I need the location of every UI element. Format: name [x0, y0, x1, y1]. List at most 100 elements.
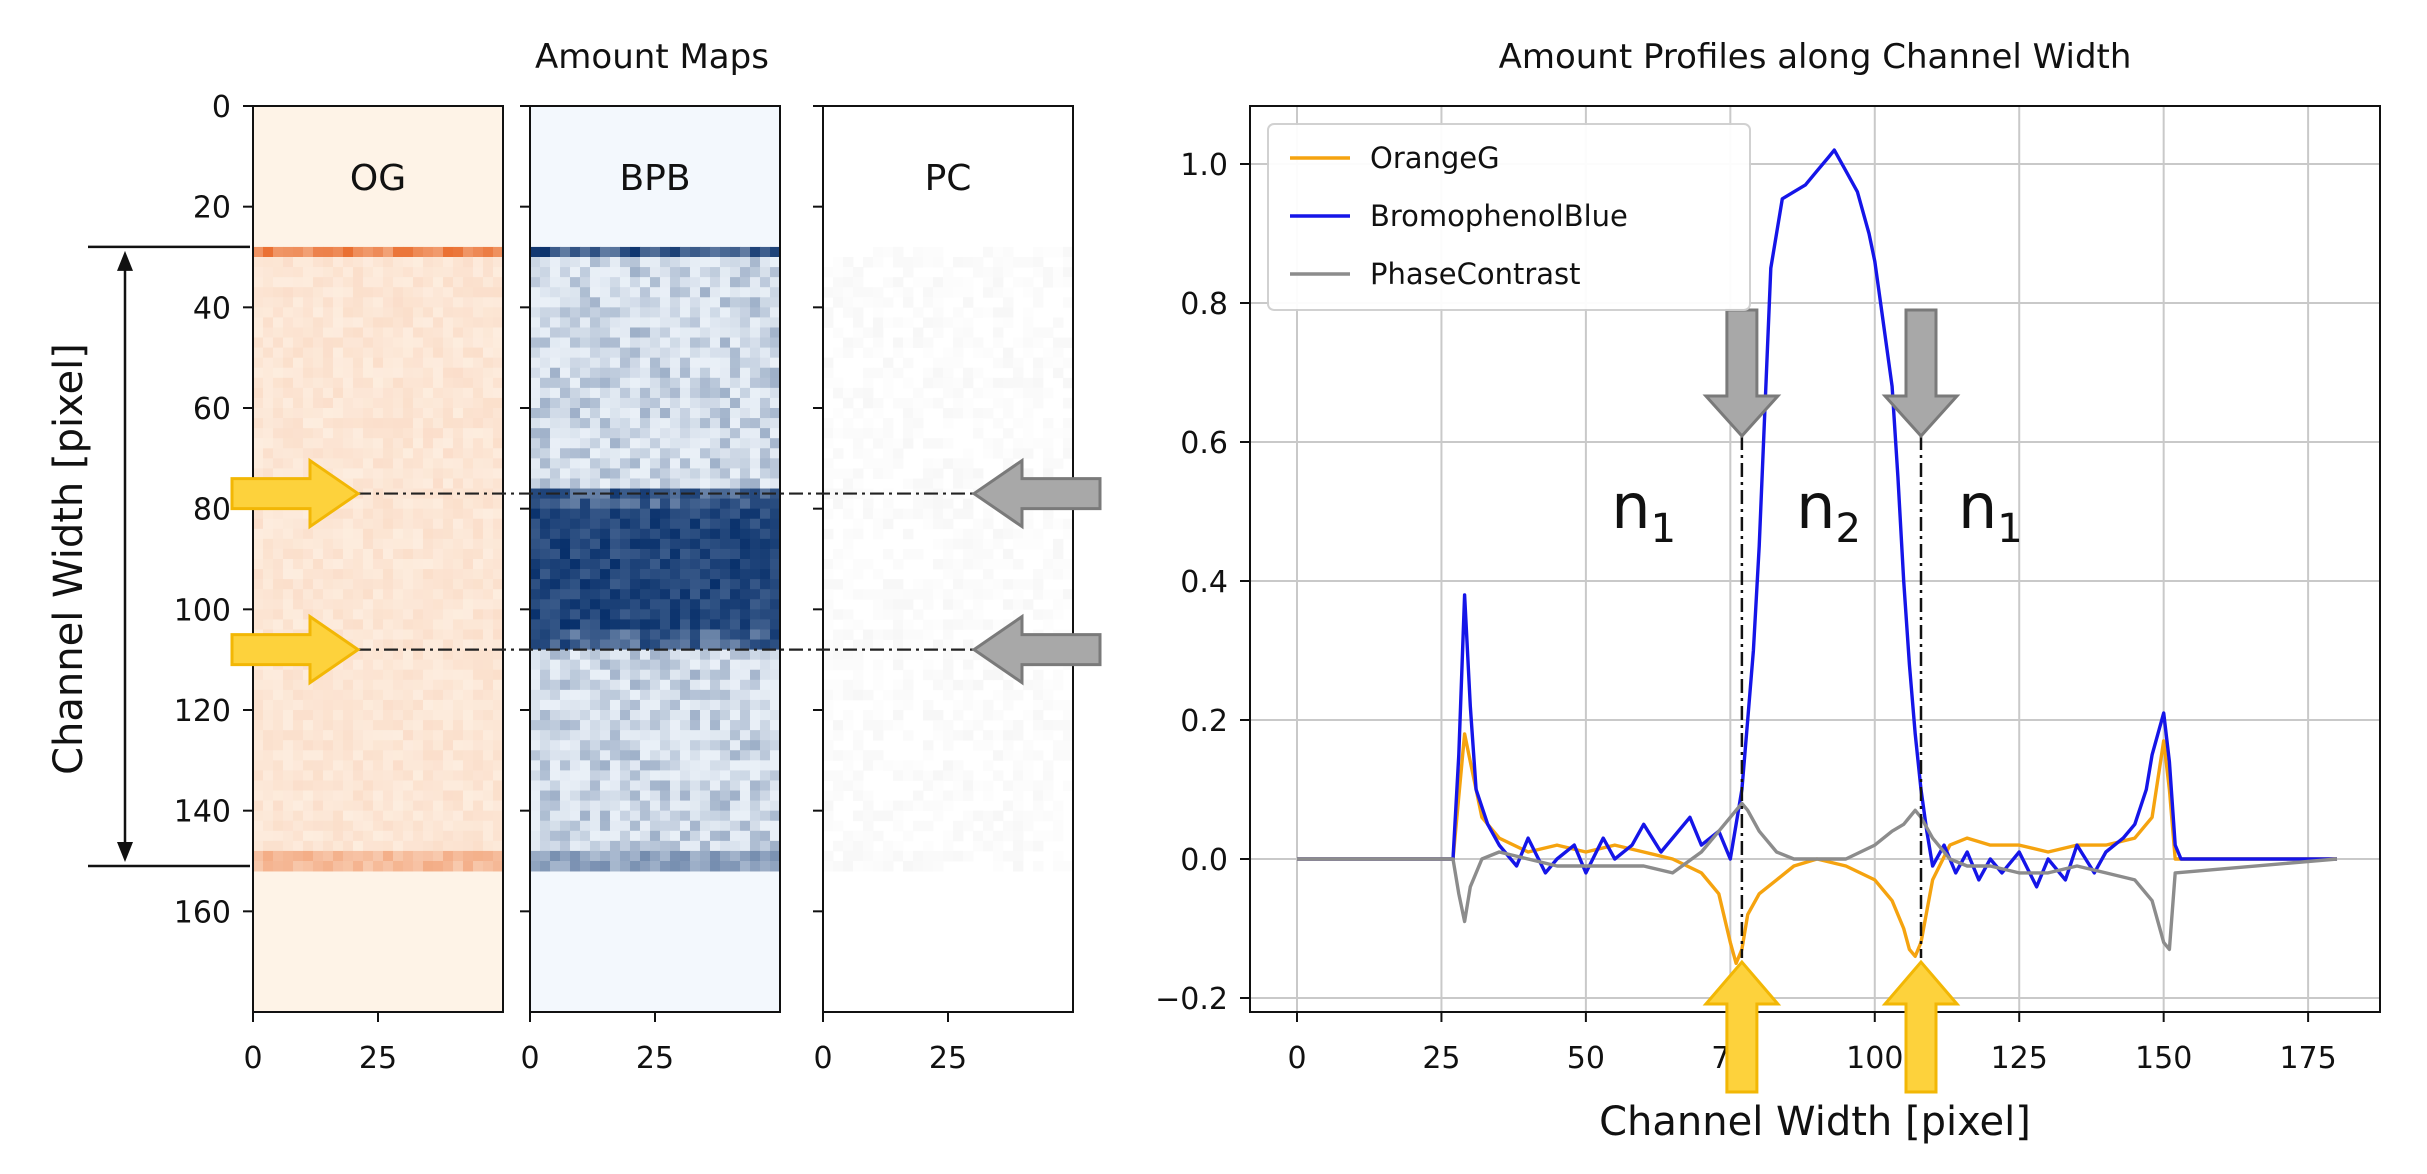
heatmap-cell: [343, 569, 354, 580]
heatmap-cell: [893, 770, 904, 781]
heatmap-cell: [823, 750, 834, 761]
heatmap-cell: [353, 609, 364, 620]
heatmap-cell: [433, 257, 444, 268]
heatmap-cell: [720, 740, 731, 751]
heatmap-cell: [973, 810, 984, 822]
heatmap-cell: [363, 599, 374, 610]
heatmap-cell: [373, 669, 384, 681]
heatmap-cell: [363, 740, 374, 751]
heatmap-cell: [483, 750, 494, 761]
heatmap-cell: [853, 730, 864, 741]
heatmap-cell: [720, 257, 731, 268]
heatmap-cell: [893, 287, 904, 298]
heatmap-cell: [493, 569, 504, 580]
heatmap-cell: [293, 267, 304, 278]
heatmap-cell: [343, 397, 354, 409]
heatmap-cell: [843, 548, 854, 560]
heatmap-cell: [700, 689, 711, 701]
heatmap-cell: [640, 478, 651, 489]
heatmap-cell: [873, 347, 884, 359]
heatmap-cell: [700, 730, 711, 741]
heatmap-cell: [620, 559, 631, 570]
heatmap-cell: [750, 609, 761, 620]
heatmap-cell: [863, 820, 874, 832]
heatmap-cell: [493, 246, 504, 258]
heatmap-cell: [843, 528, 854, 540]
heatmap-cell: [1063, 337, 1074, 348]
heatmap-cell: [353, 538, 364, 550]
heatmap-cell: [770, 357, 781, 369]
heatmap-cell: [680, 689, 691, 701]
heatmap-cell: [853, 277, 864, 288]
heatmap-cell: [530, 740, 541, 751]
heatmap-cell: [473, 639, 484, 650]
heatmap-cell: [443, 699, 454, 711]
heatmap-cell: [273, 297, 284, 308]
heatmap-cell: [640, 468, 651, 479]
heatmap-cell: [680, 720, 691, 731]
heatmap-cell: [740, 800, 751, 812]
heatmap-cell: [640, 267, 651, 278]
heatmap-cell: [590, 579, 601, 590]
heatmap-cell: [540, 498, 551, 510]
heatmap-cell: [580, 347, 591, 359]
heatmap-cell: [740, 770, 751, 781]
heatmap-cell: [530, 428, 541, 439]
heatmap-cell: [953, 257, 964, 268]
heatmap-cell: [550, 297, 561, 308]
heatmap-cell: [750, 810, 761, 822]
heatmap-cell: [923, 589, 934, 600]
heatmap-cell: [550, 699, 561, 711]
heatmap-cell: [983, 699, 994, 711]
heatmap-cell: [253, 810, 264, 822]
heatmap-cell: [700, 387, 711, 399]
heatmap-cell: [393, 357, 404, 369]
heatmap-cell: [443, 327, 454, 338]
heatmap-cell: [670, 629, 681, 640]
heatmap-cell: [853, 307, 864, 318]
heatmap-cell: [710, 740, 721, 751]
heatmap-cell: [833, 820, 844, 832]
heatmap-cell: [463, 287, 474, 298]
heatmap-cell: [740, 287, 751, 298]
heatmap-cell: [530, 377, 541, 389]
heatmap-cell: [1013, 780, 1024, 791]
heatmap-cell: [273, 428, 284, 439]
heatmap-cell: [750, 307, 761, 318]
heatmap-cell: [1003, 730, 1014, 741]
heatmap-cell: [670, 840, 681, 852]
heatmap-cell: [943, 599, 954, 610]
heatmap-cell: [413, 347, 424, 359]
heatmap-cell: [363, 438, 374, 449]
heatmap-cell: [680, 548, 691, 560]
heatmap-cell: [540, 599, 551, 610]
heatmap-cell: [353, 710, 364, 721]
heatmap-cell: [740, 357, 751, 369]
heatmap-cell: [453, 559, 464, 570]
heatmap-cell: [903, 257, 914, 268]
heatmap-cell: [710, 850, 721, 862]
heatmap-cell: [383, 337, 394, 348]
heatmap-cell: [933, 780, 944, 791]
heatmap-cell: [373, 559, 384, 570]
heatmap-cell: [923, 579, 934, 590]
heatmap-cell: [943, 830, 954, 842]
heatmap-cell: [983, 760, 994, 771]
heatmap-cell: [883, 317, 894, 328]
heatmap-cell: [720, 780, 731, 791]
heatmap-cell: [1013, 559, 1024, 570]
heatmap-cell: [493, 679, 504, 691]
heatmap-cell: [760, 569, 771, 580]
heatmap-cell: [363, 317, 374, 328]
heatmap-cell: [590, 689, 601, 701]
heatmap-cell: [423, 579, 434, 590]
heatmap-cell: [263, 609, 274, 620]
heatmap-cell: [973, 428, 984, 439]
heatmap-cell: [413, 619, 424, 630]
heatmap-cell: [993, 257, 1004, 268]
heatmap-cell: [433, 468, 444, 479]
heatmap-cell: [493, 790, 504, 801]
heatmap-cell: [570, 679, 581, 691]
heatmap-cell: [750, 387, 761, 399]
heatmap-cell: [853, 317, 864, 328]
